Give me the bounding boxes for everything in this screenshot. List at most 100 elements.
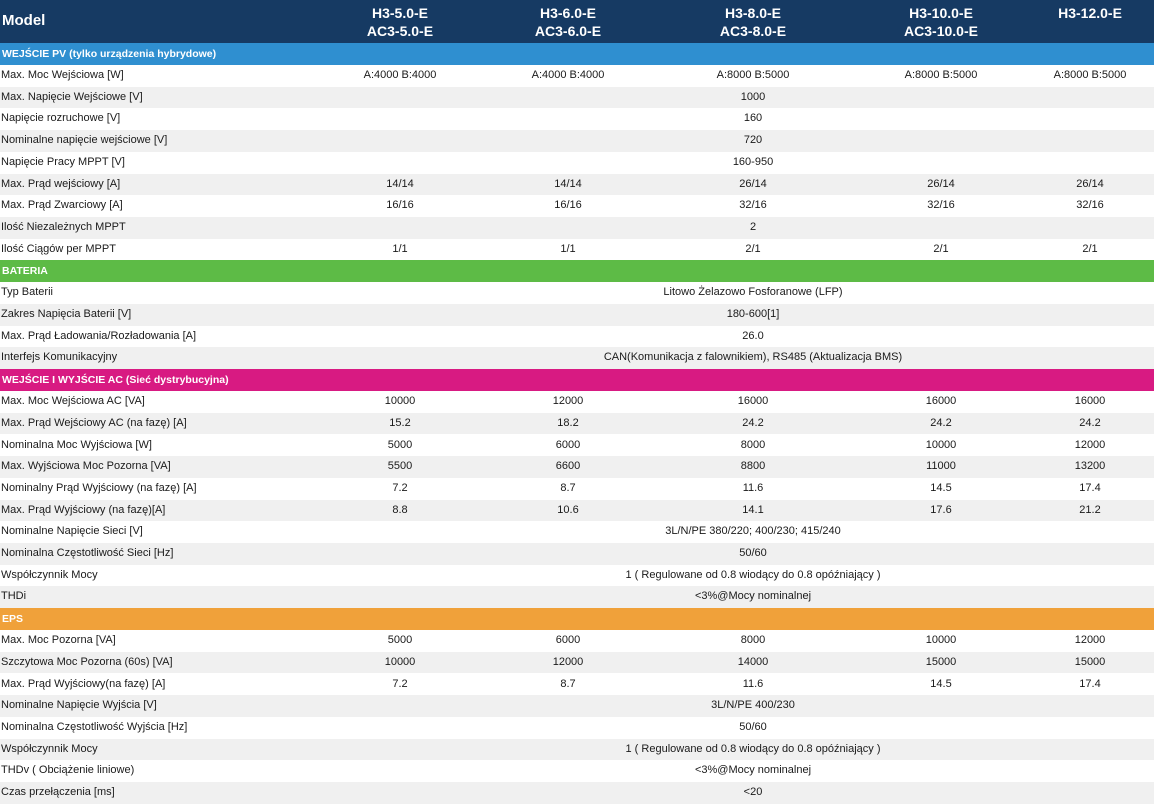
value-cell: 10.6	[557, 500, 578, 522]
shared-value-cell: CAN(Komunikacja z falownikiem), RS485 (A…	[604, 347, 902, 369]
model-column-h3-12: H3-12.0-E	[1040, 4, 1140, 22]
table-row: THDv ( Obciążenie liniowe) <3%@Mocy nomin…	[0, 760, 1154, 782]
shared-value-cell: <20	[744, 782, 763, 804]
section-title: WEJŚCIE PV (tylko urządzenia hybrydowe)	[2, 48, 216, 60]
value-cell: 2/1	[745, 239, 760, 261]
table-row: Współczynnik Mocy 1 ( Regulowane od 0.8 w…	[0, 739, 1154, 761]
shared-value-cell: 2	[750, 217, 756, 239]
value-cell: A:8000 B:5000	[905, 65, 978, 87]
table-row: Napięcie Pracy MPPT [V] 160-950	[0, 152, 1154, 174]
shared-value-cell: 26.0	[742, 326, 763, 348]
row-label: Nominalny Prąd Wyjściowy (na fazę) [A]	[1, 478, 197, 500]
row-label: Współczynnik Mocy	[1, 565, 98, 587]
value-cell: 24.2	[930, 413, 951, 435]
row-label: Nominalne Napięcie Wyjścia [V]	[1, 695, 157, 717]
model-name-ac: AC3-6.0-E	[512, 22, 624, 40]
value-cell: 26/14	[739, 174, 767, 196]
model-column-h3-5: H3-5.0-E AC3-5.0-E	[344, 4, 456, 40]
shared-value-cell: 160-950	[733, 152, 773, 174]
model-column-h3-6: H3-6.0-E AC3-6.0-E	[512, 4, 624, 40]
section-ac-grid: WEJŚCIE I WYJŚCIE AC (Sieć dystrybucyjna…	[0, 369, 1154, 391]
table-header: Model H3-5.0-E AC3-5.0-E H3-6.0-E AC3-6.…	[0, 0, 1154, 43]
row-label: Napięcie Pracy MPPT [V]	[1, 152, 125, 174]
row-label: Szczytowa Moc Pozorna (60s) [VA]	[1, 652, 173, 674]
table-row: Max. Moc Pozorna [VA] 5000 6000 8000 10000 12…	[0, 630, 1154, 652]
shared-value-cell: 1 ( Regulowane od 0.8 wiodący do 0.8 opó…	[626, 565, 881, 587]
value-cell: 8.7	[560, 478, 575, 500]
table-row: Max. Napięcie Wejściowe [V] 1000	[0, 87, 1154, 109]
row-label: THDi	[1, 586, 26, 608]
shared-value-cell: 160	[744, 108, 762, 130]
row-label: Max. Prąd Zwarciowy [A]	[1, 195, 123, 217]
value-cell: 10000	[926, 630, 957, 652]
table-row: Nominalna Moc Wyjściowa [W] 5000 6000 8000 1…	[0, 435, 1154, 457]
row-label: Czas przełączenia [ms]	[1, 782, 115, 804]
value-cell: 32/16	[739, 195, 767, 217]
row-label: Max. Prąd Wyjściowy (na fazę)[A]	[1, 500, 165, 522]
value-cell: 18.2	[557, 413, 578, 435]
table-row: Nominalne Napięcie Sieci [V] 3L/N/PE 380/…	[0, 521, 1154, 543]
row-label: Nominalna Moc Wyjściowa [W]	[1, 435, 152, 457]
table-row: Max. Wyjściowa Moc Pozorna [VA] 5500 6600 8…	[0, 456, 1154, 478]
section-battery: BATERIA	[0, 260, 1154, 282]
table-row: Max. Prąd Zwarciowy [A] 16/16 16/16 32/16 32…	[0, 195, 1154, 217]
table-row: Współczynnik Mocy 1 ( Regulowane od 0.8 w…	[0, 565, 1154, 587]
row-label: Max. Prąd Wyjściowy(na fazę) [A]	[1, 674, 165, 696]
shared-value-cell: 50/60	[739, 543, 767, 565]
value-cell: 8.8	[392, 500, 407, 522]
row-label: Max. Napięcie Wejściowe [V]	[1, 87, 143, 109]
value-cell: A:4000 B:4000	[532, 65, 605, 87]
value-cell: 8000	[741, 630, 765, 652]
shared-value-cell: <3%@Mocy nominalnej	[695, 760, 811, 782]
value-cell: 1/1	[392, 239, 407, 261]
model-name: H3-12.0-E	[1040, 4, 1140, 22]
table-row: Szczytowa Moc Pozorna (60s) [VA] 10000 120…	[0, 652, 1154, 674]
table-row: Nominalne Napięcie Wyjścia [V] 3L/N/PE 40…	[0, 695, 1154, 717]
row-label: Nominalne Napięcie Sieci [V]	[1, 521, 143, 543]
value-cell: 15000	[926, 652, 957, 674]
table-row: Ilość Niezależnych MPPT 2	[0, 217, 1154, 239]
value-cell: 6600	[556, 456, 580, 478]
row-label: Max. Moc Pozorna [VA]	[1, 630, 116, 652]
row-label: Max. Moc Wejściowa AC [VA]	[1, 391, 145, 413]
section-title: EPS	[2, 613, 23, 625]
shared-value-cell: 1 ( Regulowane od 0.8 wiodący do 0.8 opó…	[626, 739, 881, 761]
table-row: Max. Prąd Wyjściowy (na fazę)[A] 8.8 10.6 1…	[0, 500, 1154, 522]
value-cell: 17.6	[930, 500, 951, 522]
value-cell: 16000	[926, 391, 957, 413]
value-cell: 14000	[738, 652, 769, 674]
model-name: H3-6.0-E	[512, 4, 624, 22]
spec-table: Model H3-5.0-E AC3-5.0-E H3-6.0-E AC3-6.…	[0, 0, 1154, 796]
value-cell: 16/16	[386, 195, 414, 217]
row-label: Typ Baterii	[1, 282, 53, 304]
row-label: THDv ( Obciążenie liniowe)	[1, 760, 134, 782]
table-row: Max. Prąd wejściowy [A] 14/14 14/14 26/14 26…	[0, 174, 1154, 196]
section-title: WEJŚCIE I WYJŚCIE AC (Sieć dystrybucyjna…	[2, 374, 229, 386]
value-cell: A:4000 B:4000	[364, 65, 437, 87]
value-cell: 15.2	[389, 413, 410, 435]
value-cell: 24.2	[742, 413, 763, 435]
value-cell: 8.7	[560, 674, 575, 696]
shared-value-cell: Litowo Żelazowo Fosforanowe (LFP)	[663, 282, 842, 304]
table-row: THDi <3%@Mocy nominalnej	[0, 586, 1154, 608]
value-cell: 32/16	[1076, 195, 1104, 217]
value-cell: 32/16	[927, 195, 955, 217]
value-cell: 12000	[553, 391, 584, 413]
value-cell: 5000	[388, 435, 412, 457]
table-row: Ilość Ciągów per MPPT 1/1 1/1 2/1 2/1 2/1	[0, 239, 1154, 261]
section-pv-input: WEJŚCIE PV (tylko urządzenia hybrydowe)	[0, 43, 1154, 65]
table-row: Napięcie rozruchowe [V] 160	[0, 108, 1154, 130]
value-cell: 5000	[388, 630, 412, 652]
value-cell: 26/14	[927, 174, 955, 196]
value-cell: 2/1	[933, 239, 948, 261]
model-name: H3-8.0-E	[697, 4, 809, 22]
row-label: Max. Wyjściowa Moc Pozorna [VA]	[1, 456, 171, 478]
value-cell: 1/1	[560, 239, 575, 261]
value-cell: 14.5	[930, 478, 951, 500]
value-cell: 11.6	[743, 478, 764, 500]
model-name: H3-10.0-E	[880, 4, 1002, 22]
model-header-label: Model	[2, 12, 45, 29]
table-row: Max. Prąd Wyjściowy(na fazę) [A] 7.2 8.7 11…	[0, 674, 1154, 696]
table-row: Max. Prąd Ładowania/Rozładowania [A] 26.0	[0, 326, 1154, 348]
value-cell: 12000	[1075, 435, 1106, 457]
